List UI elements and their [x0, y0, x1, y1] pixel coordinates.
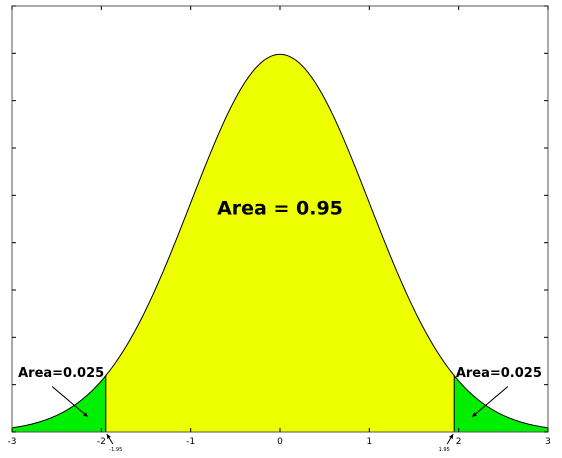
arrow-left-tail — [51, 386, 89, 418]
shaded-regions — [12, 54, 548, 432]
arrowhead-left-tail — [83, 412, 88, 417]
x-tick-label: -1 — [186, 437, 195, 447]
arrowhead-critical-left — [106, 434, 111, 439]
region-1 — [105, 54, 455, 432]
axis-ticks: -3 -2 -1 0 1 2 3 — [8, 5, 551, 447]
critical-value-right: 1.95 — [439, 447, 450, 453]
x-tick-label: -2 — [97, 437, 106, 447]
area-label-left-tail: Area=0.025 — [18, 366, 104, 381]
area-label-right-tail: Area=0.025 — [456, 366, 542, 381]
x-tick-label: 3 — [545, 437, 551, 447]
region-0 — [12, 375, 106, 432]
arrowhead-right-tail — [472, 412, 477, 417]
arrow-right-tail — [471, 386, 509, 418]
arrowhead-critical-right — [449, 434, 454, 439]
area-label-center: Area = 0.95 — [217, 197, 343, 219]
critical-value-left: -1.95 — [109, 447, 122, 453]
x-tick-label: -3 — [8, 437, 17, 447]
x-tick-label: 1 — [366, 437, 372, 447]
x-tick-label: 0 — [277, 437, 283, 447]
density-curve — [11, 53, 549, 429]
region-2 — [454, 375, 548, 432]
x-tick-label: 2 — [456, 437, 462, 447]
